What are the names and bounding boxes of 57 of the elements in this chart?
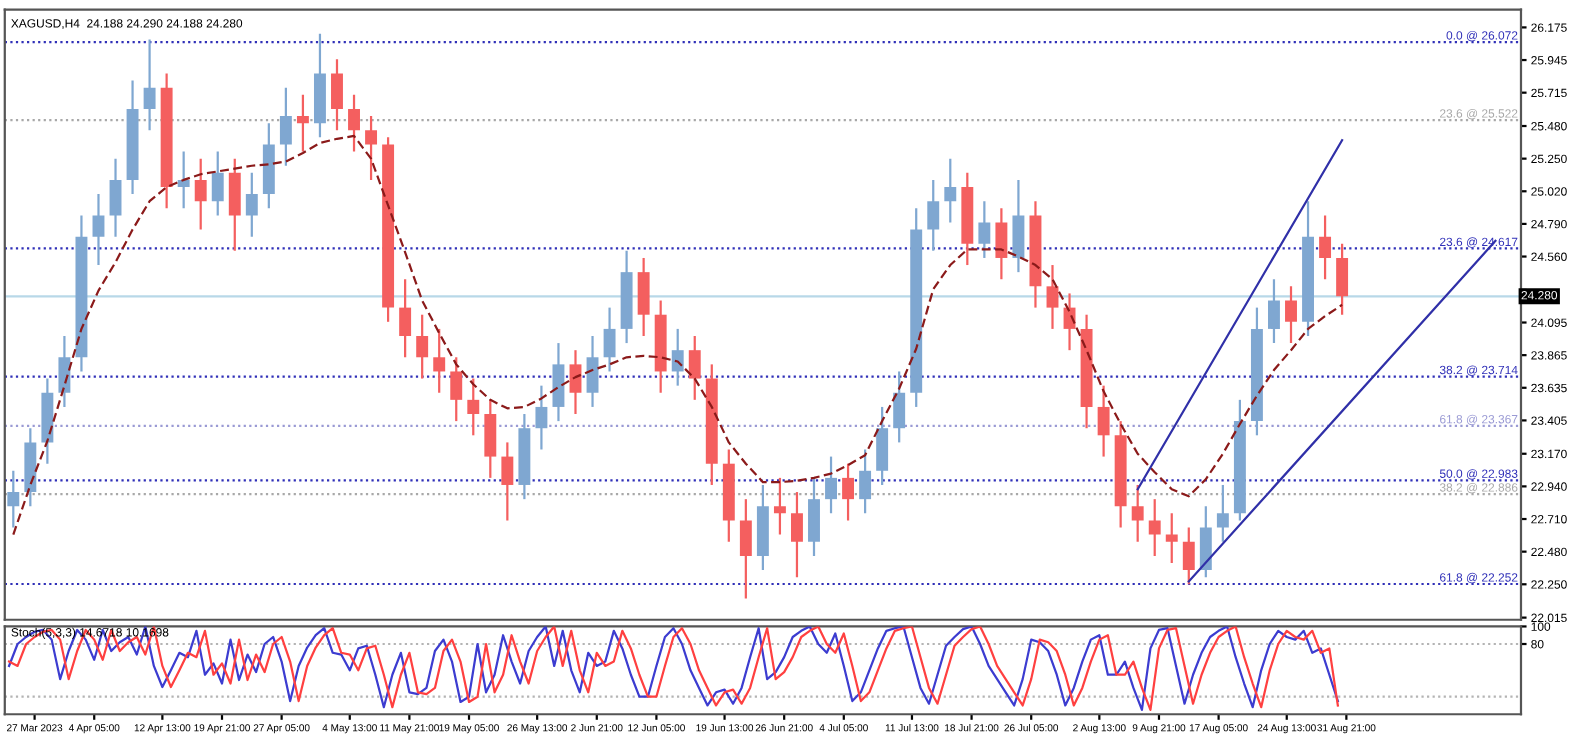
candlestick bbox=[109, 157, 122, 238]
candlestick bbox=[433, 327, 446, 394]
candlestick bbox=[365, 114, 378, 182]
candlestick bbox=[1319, 214, 1332, 281]
candlestick bbox=[194, 157, 207, 231]
candlestick bbox=[177, 150, 190, 210]
candlestick bbox=[1097, 384, 1110, 458]
candlestick bbox=[211, 150, 224, 217]
candlestick bbox=[1012, 178, 1025, 274]
candlestick bbox=[859, 448, 872, 515]
candlestick bbox=[927, 178, 940, 252]
candlestick bbox=[1268, 278, 1280, 345]
candlestick bbox=[1285, 285, 1297, 345]
candlestick bbox=[893, 370, 906, 444]
candlestick bbox=[825, 455, 837, 515]
candlestick bbox=[1165, 512, 1178, 565]
candlestick bbox=[739, 498, 752, 600]
candlestick bbox=[1131, 483, 1144, 543]
candlestick bbox=[416, 313, 429, 380]
candlestick bbox=[279, 86, 292, 167]
candlestick bbox=[245, 171, 258, 238]
candlestick bbox=[1148, 498, 1161, 558]
candlestick bbox=[637, 256, 650, 338]
candlestick bbox=[1336, 242, 1349, 316]
candlestick bbox=[995, 207, 1008, 281]
line-series bbox=[12, 134, 1344, 536]
candlestick bbox=[58, 334, 71, 409]
candlestick bbox=[688, 334, 701, 401]
candlestick bbox=[552, 341, 565, 423]
candlestick bbox=[399, 278, 412, 359]
candlestick bbox=[808, 476, 820, 558]
candlestick bbox=[296, 93, 309, 153]
candlestick bbox=[586, 334, 599, 409]
candlestick bbox=[143, 38, 156, 132]
candlestick bbox=[228, 157, 241, 252]
candlestick bbox=[773, 476, 786, 536]
candlestick bbox=[944, 157, 957, 224]
candlestick bbox=[671, 327, 684, 387]
candlestick bbox=[535, 384, 548, 451]
candlestick bbox=[978, 200, 991, 260]
candlestick bbox=[791, 490, 803, 579]
candlestick bbox=[501, 441, 514, 522]
candlestick bbox=[348, 93, 360, 153]
candlestick bbox=[331, 58, 343, 132]
candlestick bbox=[1199, 505, 1212, 579]
candlestick bbox=[92, 193, 105, 267]
candlestick bbox=[876, 405, 889, 487]
candlestick bbox=[450, 356, 463, 423]
candlestick bbox=[484, 398, 497, 479]
candlestick bbox=[603, 306, 616, 373]
candlestick bbox=[1182, 526, 1195, 586]
candlestick bbox=[1046, 263, 1059, 331]
candlestick bbox=[7, 469, 20, 529]
candlestick bbox=[842, 462, 855, 522]
line-series bbox=[7, 626, 1339, 711]
candlestick bbox=[467, 377, 480, 437]
candlestick bbox=[1216, 483, 1229, 543]
